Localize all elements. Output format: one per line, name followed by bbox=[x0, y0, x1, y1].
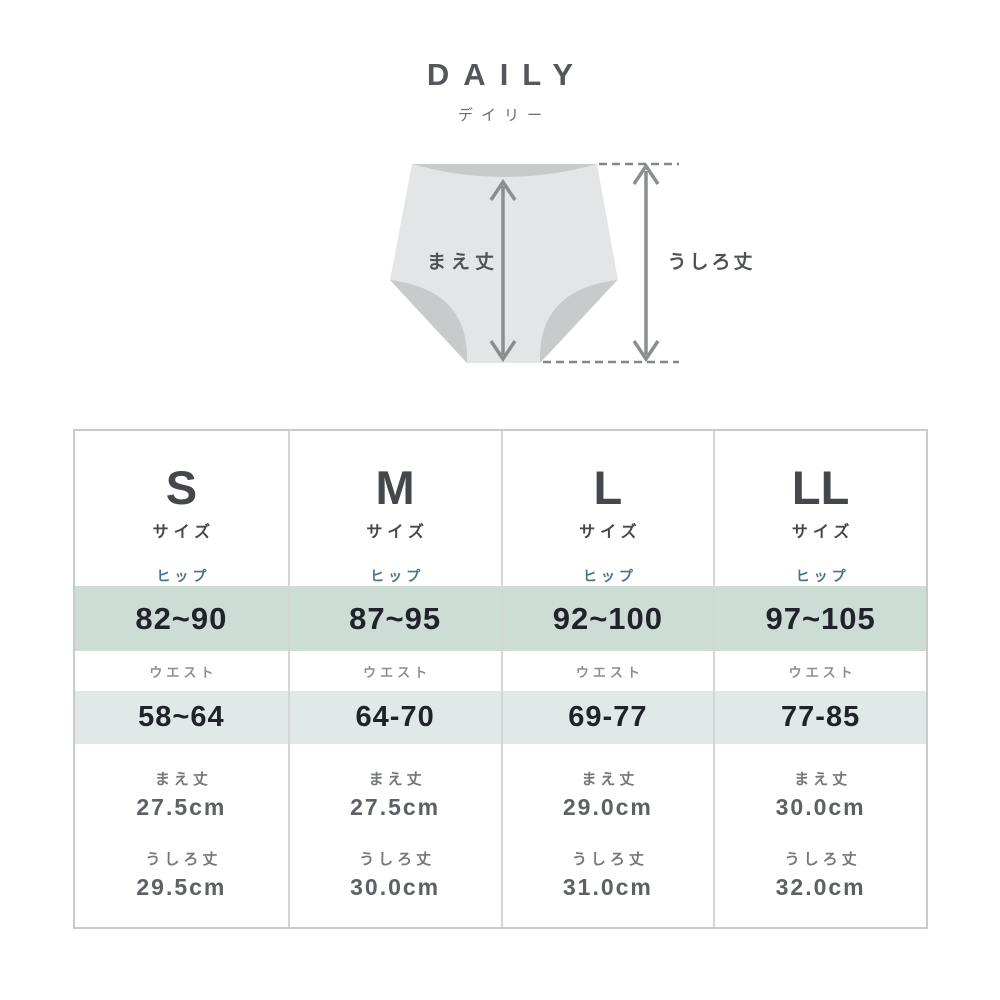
hip-label: ヒップ bbox=[795, 568, 850, 584]
waist-value: 58~64 bbox=[75, 691, 288, 744]
underwear-illustration bbox=[390, 162, 679, 364]
front-length-row-label: まえ丈 bbox=[154, 771, 212, 788]
size-letter: M bbox=[375, 461, 415, 514]
column-header: S サイズ ヒップ bbox=[75, 431, 288, 586]
size-table: S サイズ ヒップ 82~90 ウエスト 58~64 まえ丈 27.5cm うし… bbox=[73, 429, 928, 929]
size-suffix-label: サイズ bbox=[152, 524, 216, 541]
hip-value: 92~100 bbox=[502, 586, 714, 651]
front-length-value: 27.5cm bbox=[136, 794, 227, 820]
hip-label: ヒップ bbox=[582, 568, 637, 584]
waist-value: 69-77 bbox=[502, 691, 714, 744]
size-column-m: M サイズ ヒップ 87~95 ウエスト 64-70 まえ丈 27.5cm うし… bbox=[287, 431, 501, 927]
size-letter: L bbox=[593, 461, 623, 514]
size-column-l: L サイズ ヒップ 92~100 ウエスト 69-77 まえ丈 29.0cm う… bbox=[500, 431, 714, 927]
hip-value: 82~90 bbox=[75, 586, 288, 651]
left-leg-opening-shadow bbox=[390, 280, 468, 363]
size-suffix-label: サイズ bbox=[791, 524, 855, 541]
hip-label: ヒップ bbox=[370, 568, 425, 584]
back-length-label: うしろ丈 bbox=[667, 252, 756, 273]
back-length-value: 31.0cm bbox=[562, 874, 653, 900]
front-length-arrow bbox=[489, 178, 517, 363]
hip-value: 87~95 bbox=[289, 586, 501, 651]
back-length-value: 29.5cm bbox=[136, 874, 227, 900]
size-letter: LL bbox=[791, 461, 850, 514]
waist-label: ウエスト bbox=[788, 665, 857, 680]
back-length-row-label: うしろ丈 bbox=[784, 851, 861, 868]
size-column-ll: LL サイズ ヒップ 97~105 ウエスト 77-85 まえ丈 30.0cm … bbox=[713, 431, 926, 927]
waistband-shape bbox=[412, 164, 597, 177]
column-header: L サイズ ヒップ bbox=[503, 431, 714, 586]
size-letter: S bbox=[165, 461, 198, 514]
hip-value: 97~105 bbox=[715, 586, 926, 651]
waist-label: ウエスト bbox=[149, 665, 218, 680]
back-length-row-label: うしろ丈 bbox=[145, 851, 222, 868]
hip-label: ヒップ bbox=[156, 568, 211, 584]
front-length-row-label: まえ丈 bbox=[794, 771, 852, 788]
column-header: M サイズ ヒップ bbox=[290, 431, 501, 586]
waist-value: 64-70 bbox=[289, 691, 501, 744]
size-column-s: S サイズ ヒップ 82~90 ウエスト 58~64 まえ丈 27.5cm うし… bbox=[75, 431, 288, 927]
size-suffix-label: サイズ bbox=[579, 524, 642, 541]
front-length-row-label: まえ丈 bbox=[368, 771, 426, 788]
back-length-row-label: うしろ丈 bbox=[571, 851, 648, 868]
waist-value: 77-85 bbox=[715, 691, 926, 744]
back-length-row-label: うしろ丈 bbox=[359, 851, 436, 868]
column-header: LL サイズ ヒップ bbox=[715, 431, 926, 586]
front-length-row-label: まえ丈 bbox=[581, 771, 639, 788]
back-length-value: 30.0cm bbox=[350, 874, 441, 900]
back-length-value: 32.0cm bbox=[775, 874, 866, 900]
size-suffix-label: サイズ bbox=[366, 524, 429, 541]
front-length-value: 27.5cm bbox=[350, 794, 441, 820]
front-length-value: 30.0cm bbox=[775, 794, 866, 820]
right-leg-opening-shadow bbox=[539, 280, 617, 363]
waist-label: ウエスト bbox=[575, 665, 644, 680]
back-length-arrow bbox=[632, 162, 660, 363]
page-subtitle: デイリー bbox=[457, 107, 550, 124]
waist-label: ウエスト bbox=[363, 665, 432, 680]
front-length-label: まえ丈 bbox=[426, 252, 499, 273]
page-title: DAILY bbox=[426, 57, 588, 92]
front-length-value: 29.0cm bbox=[562, 794, 653, 820]
